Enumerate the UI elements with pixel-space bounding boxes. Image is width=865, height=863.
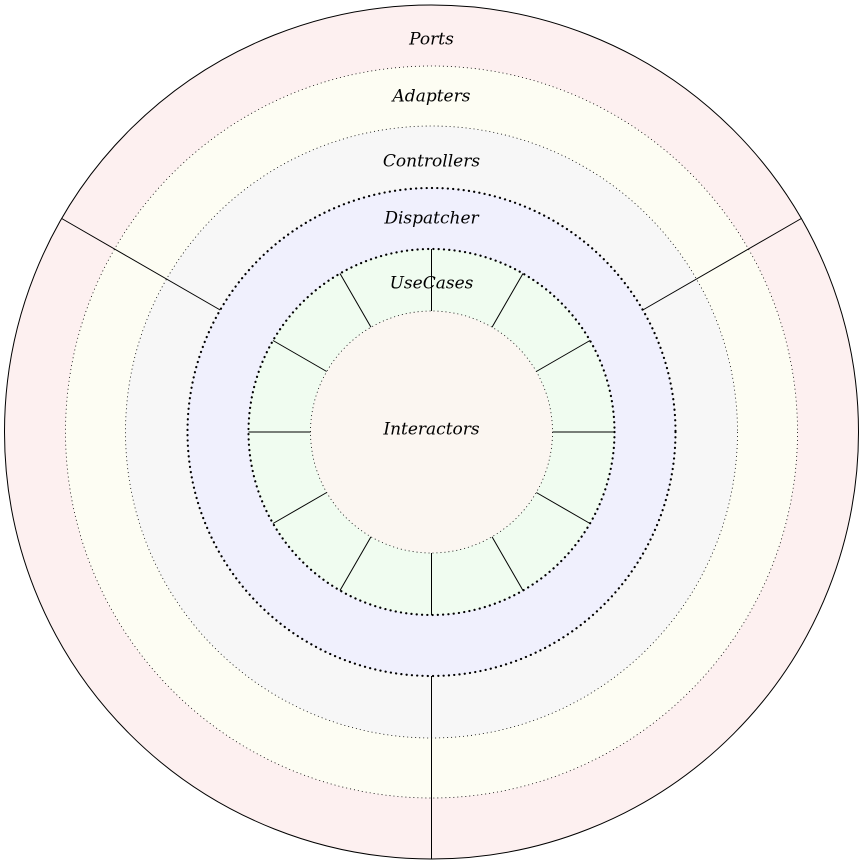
usecase-divider [536, 492, 591, 524]
usecase-divider [272, 340, 327, 372]
dispatcher-label: Dispatcher [383, 209, 479, 229]
usecase-divider [339, 536, 372, 591]
usecases-label: UseCases [390, 274, 474, 294]
usecase-divider [339, 273, 372, 328]
interactors-label: Interactors [382, 420, 480, 440]
controllers-label: Controllers [383, 152, 480, 172]
outer-divider-right [642, 218, 802, 311]
usecase-sector-dividers [248, 249, 615, 615]
outer-sector-dividers [61, 218, 802, 859]
adapters-label: Adapters [391, 87, 471, 107]
ports-label: Ports [408, 30, 454, 50]
usecase-divider [536, 340, 591, 372]
usecase-divider [491, 273, 524, 328]
usecase-divider [491, 536, 524, 591]
usecase-divider [272, 492, 327, 524]
interactors-core [310, 310, 553, 554]
outer-divider-left [61, 218, 221, 311]
